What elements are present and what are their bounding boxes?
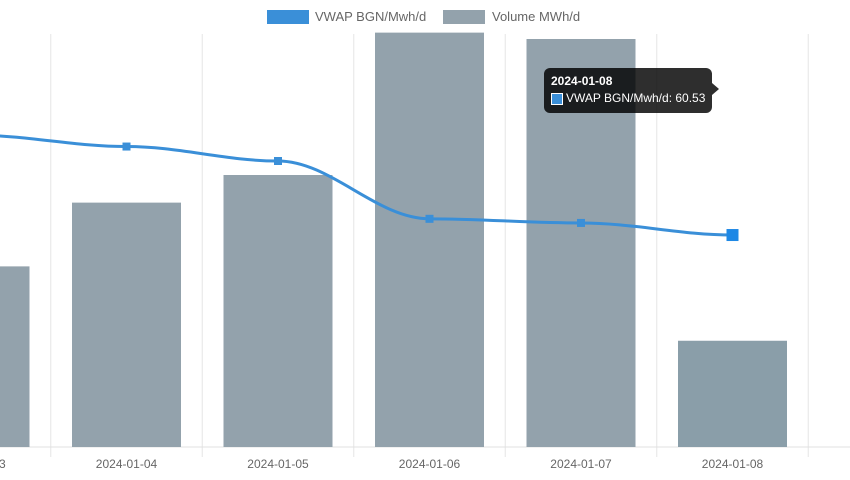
tooltip-row: VWAP BGN/Mwh/d: 60.53 bbox=[551, 90, 705, 107]
x-tick-label: 2024-01-07 bbox=[550, 457, 612, 471]
tooltip: 2024-01-08 VWAP BGN/Mwh/d: 60.53 bbox=[544, 68, 720, 113]
tooltip-label: VWAP BGN/Mwh/d: 60.53 bbox=[566, 91, 706, 105]
x-tick-label: 2024-01-04 bbox=[96, 457, 158, 471]
legend-swatch-vwap[interactable] bbox=[267, 10, 309, 24]
legend-label-vwap[interactable]: VWAP BGN/Mwh/d bbox=[315, 9, 426, 24]
vwap-line bbox=[0, 134, 739, 242]
legend-swatch-volume[interactable] bbox=[443, 10, 485, 24]
tooltip-caret bbox=[712, 83, 720, 95]
point-vwap-2024-01-06[interactable] bbox=[425, 214, 434, 223]
bar-volume-2024-01-06[interactable] bbox=[375, 32, 484, 447]
bar-volume-2024-01-04[interactable] bbox=[72, 202, 181, 447]
vwap-line-path bbox=[0, 134, 733, 237]
volume-bars bbox=[0, 32, 787, 447]
point-vwap-2024-01-04[interactable] bbox=[122, 142, 131, 151]
legend-label-volume[interactable]: Volume MWh/d bbox=[492, 9, 580, 24]
tooltip-swatch bbox=[551, 92, 563, 105]
x-axis: 2024-01-03 2024-01-04 2024-01-05 2024-01-06… bbox=[0, 457, 764, 471]
x-tick-label: 2024-01-05 bbox=[247, 457, 309, 471]
point-vwap-2024-01-08[interactable] bbox=[726, 229, 739, 242]
bar-volume-2024-01-05[interactable] bbox=[223, 175, 333, 447]
bar-volume-2024-01-08[interactable] bbox=[678, 340, 787, 447]
point-vwap-2024-01-07[interactable] bbox=[577, 218, 585, 227]
x-tick-label: 2024-01-08 bbox=[702, 457, 764, 471]
x-tick-label: 2024-01-06 bbox=[399, 457, 461, 471]
x-tick-label: 2024-01-03 bbox=[0, 457, 6, 471]
tooltip-title: 2024-01-08 bbox=[551, 74, 613, 88]
bar-volume-2024-01-03[interactable] bbox=[0, 266, 30, 447]
legend[interactable]: VWAP BGN/Mwh/d Volume MWh/d bbox=[267, 9, 580, 24]
point-vwap-2024-01-05[interactable] bbox=[274, 156, 282, 165]
